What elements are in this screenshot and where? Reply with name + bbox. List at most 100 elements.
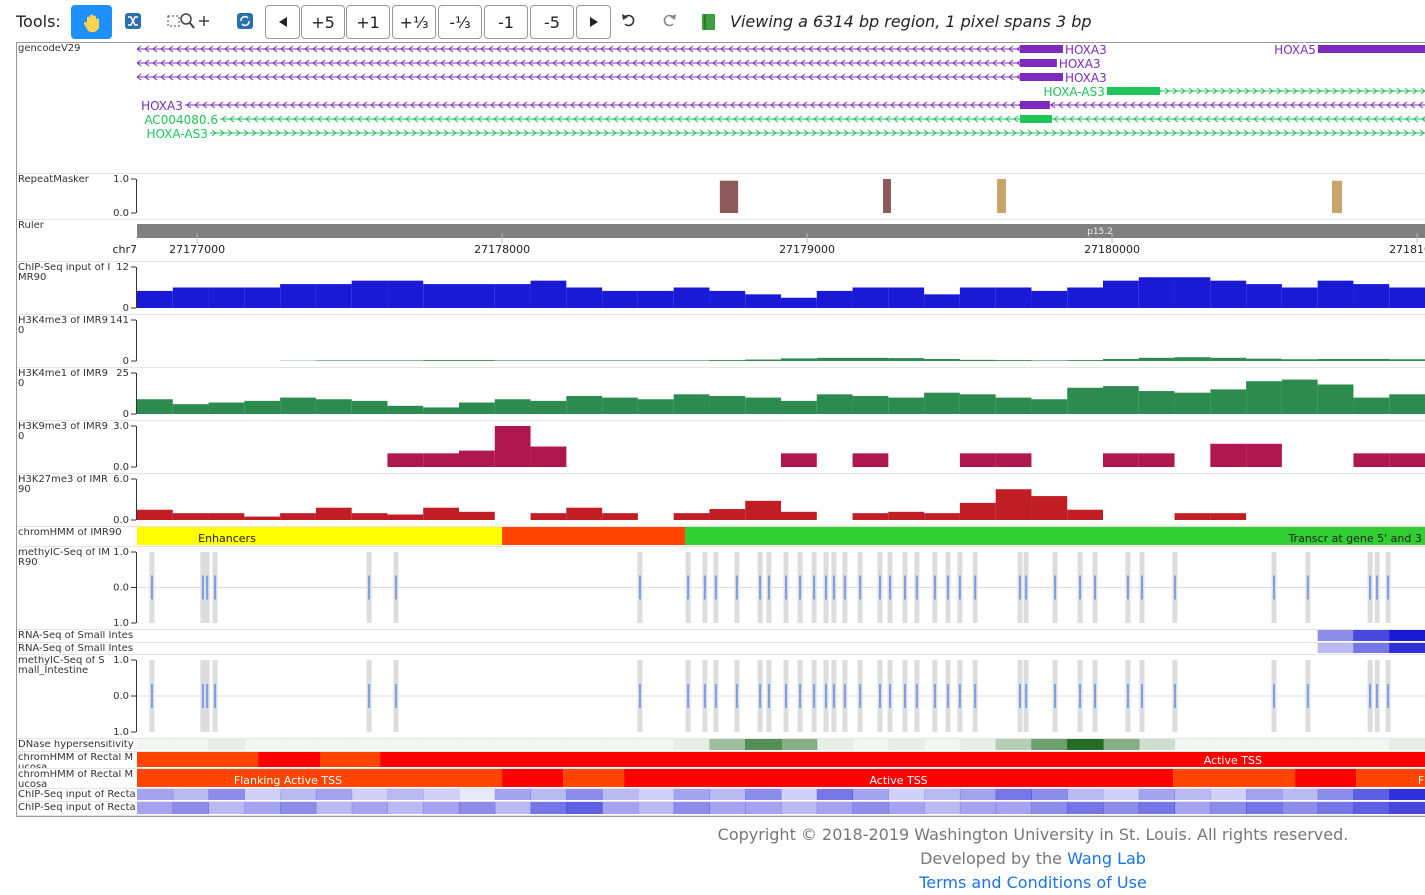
signal-bar	[924, 513, 960, 520]
signal-bar	[959, 502, 996, 520]
signal-bar	[1103, 280, 1139, 308]
heat-cell	[352, 630, 388, 641]
heat-cell	[1139, 643, 1175, 653]
heat-cell	[816, 789, 854, 800]
signal-bar	[1138, 357, 1175, 361]
heat-cell	[351, 789, 388, 800]
pan-right-button[interactable]	[576, 5, 611, 39]
heat-cell	[1317, 630, 1354, 641]
signal-bar	[781, 358, 817, 361]
lab-link[interactable]: Wang Lab	[1067, 849, 1146, 868]
signal-bar	[494, 360, 531, 361]
signal-bar	[637, 360, 674, 361]
copyright: Copyright © 2018-2019 Washington Univers…	[717, 825, 1349, 844]
heat-cell	[1210, 630, 1246, 641]
signal-bar	[1031, 290, 1068, 308]
heat-cell	[1210, 802, 1247, 814]
signal-bar	[924, 358, 960, 361]
signal-bar	[781, 511, 817, 520]
scale-label: 0	[123, 303, 129, 314]
gene-exon	[1019, 73, 1063, 81]
track-label: RNA-Seq of Small Intes	[18, 644, 134, 654]
track-label: DNase hypersensitivity	[18, 740, 134, 750]
zoom-button[interactable]: +1	[346, 5, 390, 39]
heat-cell	[1389, 630, 1425, 641]
terms-link[interactable]: Terms and Conditions of Use	[919, 873, 1147, 892]
track-label: RepeatMasker	[18, 175, 89, 185]
signal-bar	[244, 400, 281, 414]
methyl-level	[767, 684, 770, 708]
methyl-level	[1306, 684, 1309, 708]
signal-bar	[1138, 453, 1175, 467]
zoom-button[interactable]: -1	[484, 5, 528, 39]
heat-cell	[1031, 643, 1067, 653]
strand-arrows	[137, 59, 1054, 67]
scale-label: 0.0	[113, 515, 129, 526]
state-segment	[502, 769, 564, 787]
redo-button[interactable]	[660, 8, 678, 34]
ruler-tick-label: 27181000	[1389, 243, 1425, 256]
signal-bar	[1246, 443, 1282, 467]
heat-cell	[745, 802, 782, 814]
signal-bar	[566, 507, 603, 520]
signal-bar	[387, 360, 424, 361]
heat-cell	[459, 630, 495, 641]
ruler-bar	[137, 224, 1425, 238]
drag-tool[interactable]	[71, 5, 112, 39]
heat-cell	[1389, 739, 1425, 750]
signal-bar	[1138, 391, 1175, 414]
methyl-level	[703, 684, 706, 708]
signal-bar	[137, 509, 173, 520]
signal-bar	[172, 287, 209, 308]
heat-cell	[459, 802, 496, 814]
heat-cell	[244, 802, 281, 814]
methyl-level	[714, 575, 717, 600]
repeat-block	[997, 179, 1006, 213]
heat-cell	[638, 643, 674, 653]
signal-bar	[1138, 277, 1175, 308]
ruler-tick-label: 27178000	[474, 243, 530, 256]
signal-bar	[888, 287, 925, 308]
heat-cell	[1067, 789, 1104, 800]
scale-label: 0.0	[113, 462, 129, 473]
zoom-button[interactable]: -5	[530, 5, 574, 39]
reload-tool[interactable]	[236, 8, 254, 34]
methyl-level	[958, 684, 961, 708]
gene-label: HOXA-AS3	[1043, 85, 1104, 99]
methyl-level	[150, 684, 153, 708]
heat-cell	[888, 739, 925, 750]
reorder-tool[interactable]	[124, 8, 142, 34]
signal-bar	[709, 290, 746, 308]
signal-bar	[1103, 453, 1139, 467]
signal-bar	[995, 453, 1032, 467]
scale-label: 1.0	[113, 618, 129, 629]
pan-left-button[interactable]	[265, 5, 300, 39]
book-icon[interactable]	[700, 8, 718, 34]
zoom-button[interactable]: -⅓	[438, 5, 482, 39]
scale-label: 0	[123, 409, 129, 420]
undo-button[interactable]	[620, 8, 638, 34]
zoom-button[interactable]: +5	[301, 5, 345, 39]
signal-bar	[959, 394, 996, 414]
heat-cell	[494, 739, 532, 750]
repeat-block	[883, 179, 891, 213]
scale-label: 25	[116, 368, 129, 379]
track-label: RNA-Seq of Small Intes	[18, 631, 134, 641]
methyl-level	[1387, 575, 1390, 600]
heat-cell	[602, 643, 638, 653]
zoom-button[interactable]: +⅓	[392, 5, 436, 39]
methyl-level	[824, 575, 827, 600]
track-label: chromHMM of Rectal Mucosa	[18, 753, 134, 768]
signal-bar	[1246, 284, 1282, 308]
signal-bar	[530, 400, 567, 414]
zoom-select-tool[interactable]	[166, 8, 212, 34]
heat-cell	[852, 789, 889, 800]
signal-bar	[1210, 513, 1247, 520]
heat-cell	[566, 789, 603, 800]
signal-bar	[1210, 389, 1247, 414]
track-label: H3K9me3 of IMR90	[18, 422, 108, 442]
signal-bar	[781, 297, 817, 308]
signal-bar	[1389, 287, 1425, 308]
signal-bar	[566, 360, 603, 361]
signal-bar	[1353, 397, 1390, 414]
